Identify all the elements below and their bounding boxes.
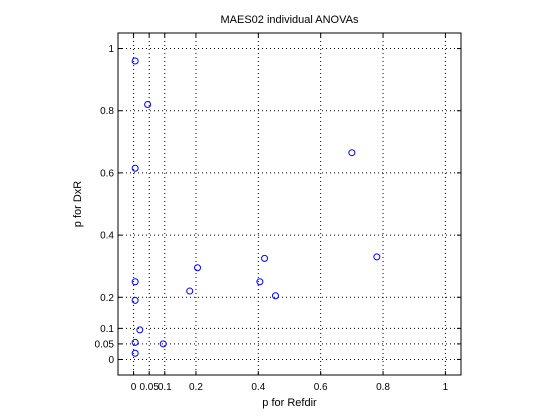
x-tick-labels: 0 0.050.1 0.2 0.4 0.6 0.8 1	[131, 382, 449, 393]
x-tick-label: 1	[443, 382, 449, 393]
x-tick-label: 0.1	[158, 382, 172, 393]
scatter-point	[194, 264, 202, 272]
scatter-point	[186, 287, 194, 295]
grid-lines	[118, 33, 461, 375]
scatter-point	[256, 278, 264, 286]
x-tick-label: 0.4	[251, 382, 265, 393]
scatter-point	[271, 292, 279, 300]
plot-area-background	[118, 33, 461, 375]
y-tick-label: 0.1	[100, 324, 114, 335]
scatter-point	[131, 57, 139, 65]
x-tick-label: 0.2	[189, 382, 203, 393]
y-tick-label: 0.2	[100, 293, 114, 304]
y-tick-label: 1	[108, 44, 114, 55]
scatter-point	[131, 296, 139, 304]
scatter-point	[131, 338, 139, 346]
plot-frame	[117, 32, 462, 376]
data-points	[131, 57, 381, 357]
y-tick-label: 0.6	[100, 168, 114, 179]
scatter-point	[159, 340, 167, 348]
scatter-point	[261, 254, 269, 262]
x-tick-label: 0	[131, 382, 137, 393]
scatter-point	[131, 349, 139, 357]
x-tick-label: 0.6	[314, 382, 328, 393]
y-tick-labels: 0 0.05 0.1 0.2 0.4 0.6 0.8 1	[95, 44, 115, 366]
x-tick-label: 0.05	[139, 382, 159, 393]
y-tick-label: 0.8	[100, 106, 114, 117]
chart-title: MAES02 individual ANOVAs	[221, 14, 359, 26]
scatter-point	[131, 164, 139, 172]
scatter-point	[144, 101, 152, 109]
y-tick-label: 0.05	[95, 339, 115, 350]
scatter-point	[373, 253, 381, 261]
x-tick-label: 0.8	[376, 382, 390, 393]
scatter-point	[136, 326, 144, 334]
y-axis-title: p for DxR	[72, 181, 84, 228]
scatter-point	[348, 149, 356, 157]
y-tick-label: 0	[108, 355, 114, 366]
x-axis-title: p for Refdir	[262, 397, 317, 409]
y-tick-label: 0.4	[100, 231, 114, 242]
scatter-point	[131, 278, 139, 286]
axis-ticks	[118, 33, 461, 375]
